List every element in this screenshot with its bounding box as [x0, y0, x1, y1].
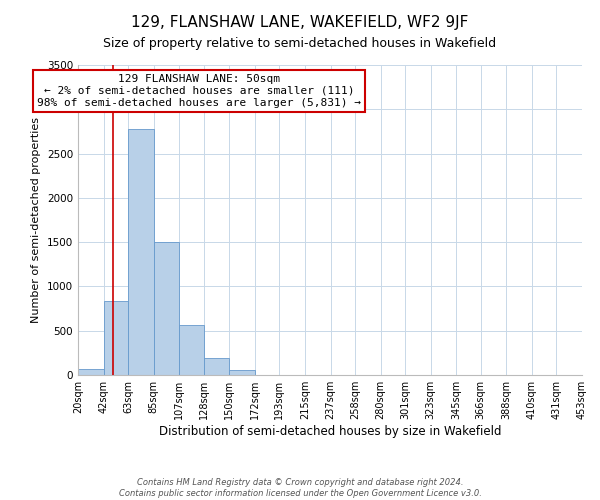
Y-axis label: Number of semi-detached properties: Number of semi-detached properties: [31, 117, 41, 323]
Bar: [179, 324, 204, 375]
Text: 129 FLANSHAW LANE: 50sqm
← 2% of semi-detached houses are smaller (111)
98% of s: 129 FLANSHAW LANE: 50sqm ← 2% of semi-de…: [37, 74, 361, 108]
Text: Size of property relative to semi-detached houses in Wakefield: Size of property relative to semi-detach…: [103, 38, 497, 51]
Bar: [128, 129, 154, 375]
Text: Contains HM Land Registry data © Crown copyright and database right 2024.
Contai: Contains HM Land Registry data © Crown c…: [119, 478, 481, 498]
Bar: [154, 242, 179, 375]
Text: 129, FLANSHAW LANE, WAKEFIELD, WF2 9JF: 129, FLANSHAW LANE, WAKEFIELD, WF2 9JF: [131, 15, 469, 30]
X-axis label: Distribution of semi-detached houses by size in Wakefield: Distribution of semi-detached houses by …: [159, 425, 501, 438]
Bar: [78, 369, 104, 375]
Bar: [104, 302, 128, 375]
Bar: [229, 370, 255, 375]
Bar: [204, 358, 229, 375]
